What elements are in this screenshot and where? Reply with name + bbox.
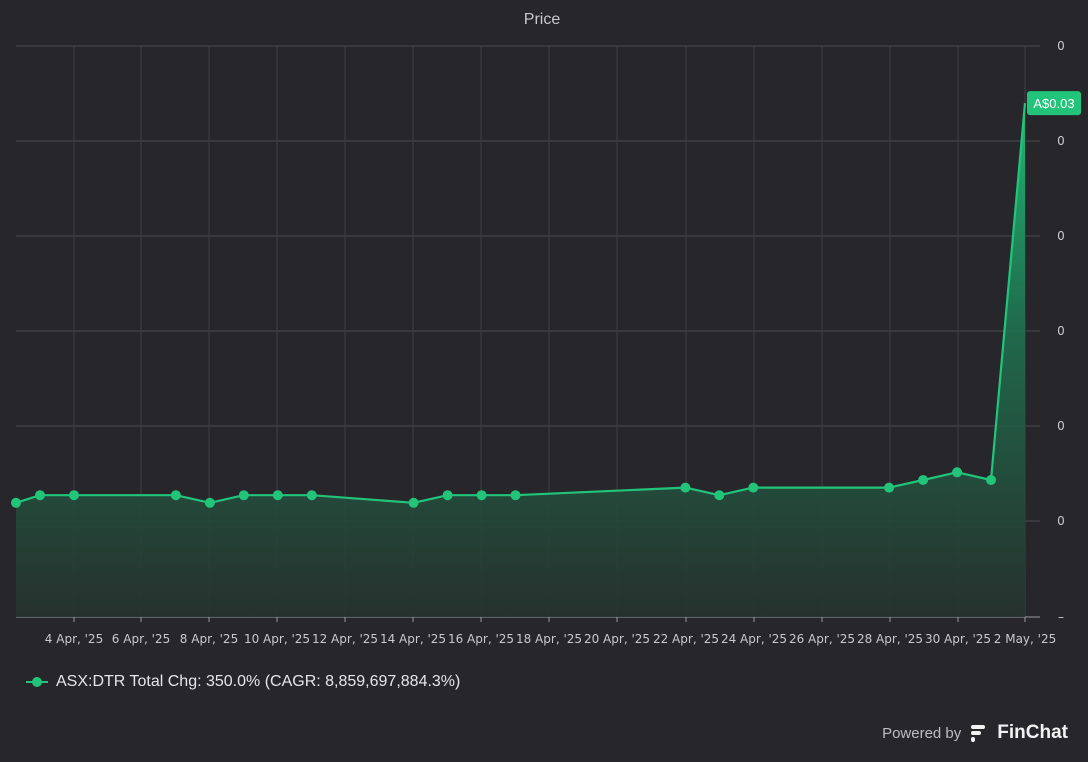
data-point — [714, 490, 725, 501]
series-area — [16, 103, 1025, 618]
data-point — [952, 467, 963, 478]
data-point — [272, 490, 283, 501]
data-points — [11, 467, 996, 508]
data-point — [69, 490, 79, 501]
data-point — [986, 475, 996, 485]
last-value-badge: A$0.03 — [1027, 91, 1081, 116]
data-point — [306, 490, 317, 501]
powered-by[interactable]: Powered by FinChat — [882, 722, 1068, 744]
x-tick-label: 16 Apr, '25 — [448, 632, 514, 646]
data-point — [476, 490, 487, 501]
finchat-brand: FinChat — [997, 722, 1068, 743]
legend[interactable]: ASX:DTR Total Chg: 350.0% (CAGR: 8,859,6… — [26, 673, 460, 691]
legend-swatch-icon — [26, 676, 48, 688]
data-point — [918, 475, 929, 485]
data-point — [408, 497, 419, 508]
data-point — [884, 482, 895, 493]
x-tick-label: 6 Apr, '25 — [112, 632, 170, 646]
x-tick-label: 2 May, '25 — [994, 632, 1056, 646]
x-tick-label: 10 Apr, '25 — [244, 632, 310, 646]
area-fill — [16, 103, 1025, 618]
x-tick-label: 22 Apr, '25 — [653, 632, 719, 646]
x-tick-label: 20 Apr, '25 — [584, 632, 650, 646]
x-tick-label: 18 Apr, '25 — [516, 632, 582, 646]
data-point — [442, 490, 453, 501]
y-tick-label: – — [1058, 610, 1064, 624]
x-axis-ticks: 4 Apr, '25 6 Apr, '25 8 Apr, '25 10 Apr, '2… — [45, 632, 1056, 646]
data-point — [11, 497, 21, 508]
last-value-label: A$0.03 — [1033, 96, 1074, 111]
y-tick-label: 0 — [1057, 324, 1065, 338]
y-axis-ticks: 0 0 0 0 0 0 – — [1057, 39, 1065, 624]
last-value-badge-bg — [1027, 91, 1081, 116]
x-tick-label: 8 Apr, '25 — [180, 632, 238, 646]
series-line-path — [15, 103, 1027, 504]
legend-label: ASX:DTR Total Chg: 350.0% (CAGR: 8,859,6… — [56, 673, 461, 690]
x-tick-label: 24 Apr, '25 — [721, 632, 787, 646]
x-tick-label: 30 Apr, '25 — [925, 632, 991, 646]
y-tick-label: 0 — [1057, 419, 1065, 433]
y-tick-label: 0 — [1057, 134, 1065, 148]
powered-by-text: Powered by — [882, 724, 962, 742]
data-point — [170, 490, 181, 501]
y-tick-label: 0 — [1057, 39, 1065, 53]
data-point — [748, 482, 759, 493]
y-tick-label: 0 — [1057, 229, 1065, 243]
series-line — [15, 103, 1027, 504]
x-tick-label: 4 Apr, '25 — [45, 632, 103, 646]
chart-title: Price — [524, 11, 561, 28]
finchat-logo-icon — [971, 725, 986, 742]
data-point — [510, 490, 521, 501]
data-point — [680, 482, 691, 493]
data-point — [238, 490, 249, 501]
x-tick-label: 12 Apr, '25 — [312, 632, 378, 646]
data-point — [204, 497, 215, 508]
x-tick-label: 28 Apr, '25 — [857, 632, 923, 646]
data-point — [35, 490, 45, 501]
x-tick-label: 26 Apr, '25 — [789, 632, 855, 646]
y-tick-label: 0 — [1057, 514, 1065, 528]
x-tick-label: 14 Apr, '25 — [380, 632, 446, 646]
